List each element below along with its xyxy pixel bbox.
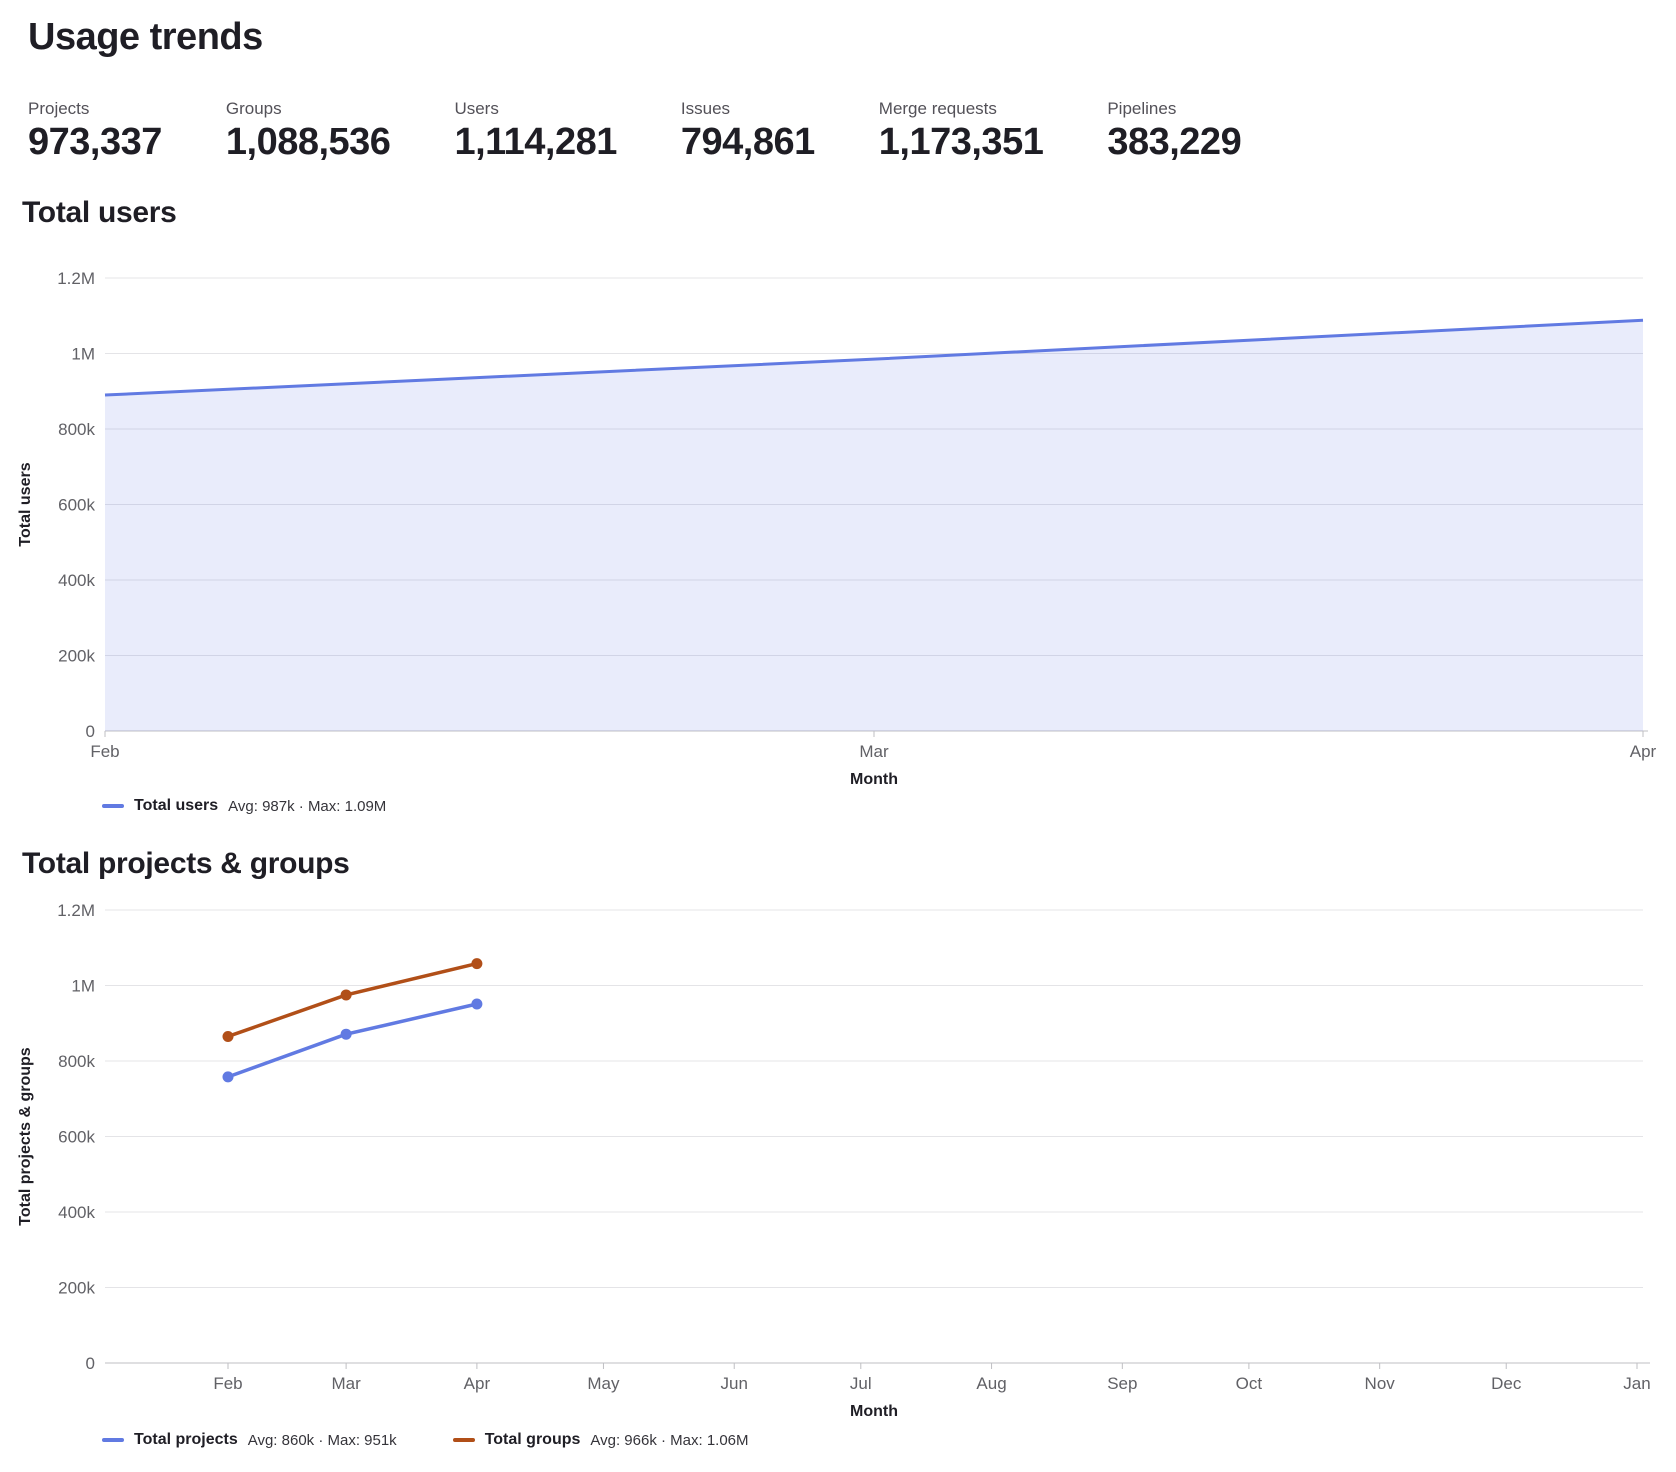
- legend-item-total-projects: Total projects Avg: 860k · Max: 951k: [102, 1431, 397, 1449]
- svg-text:600k: 600k: [58, 1128, 95, 1147]
- svg-text:Mar: Mar: [859, 742, 889, 761]
- legend-series-name: Total groups: [484, 1431, 581, 1449]
- svg-text:Feb: Feb: [213, 1374, 242, 1393]
- svg-text:Sep: Sep: [1107, 1374, 1137, 1393]
- svg-text:800k: 800k: [58, 1052, 95, 1071]
- svg-text:Apr: Apr: [464, 1374, 491, 1393]
- svg-text:200k: 200k: [58, 1279, 95, 1298]
- stat-label: Pipelines: [1107, 99, 1177, 118]
- stat-projects: Projects 973,337: [28, 99, 162, 164]
- stat-merge-requests: Merge requests 1,173,351: [879, 99, 1044, 164]
- legend-series-name: Total users: [134, 797, 219, 815]
- chart-title-total-projects-groups: Total projects & groups: [22, 847, 350, 881]
- stat-label: Groups: [225, 99, 282, 118]
- svg-text:May: May: [587, 1374, 620, 1393]
- stat-value: 1,088,536: [225, 121, 391, 164]
- total-projects-groups-legend: Total projects Avg: 860k · Max: 951k Tot…: [0, 1431, 1676, 1449]
- stat-users: Users 1,114,281: [454, 99, 617, 164]
- stat-pipelines: Pipelines 383,229: [1107, 99, 1241, 164]
- svg-text:Month: Month: [850, 1403, 898, 1420]
- legend-series-name: Total projects: [134, 1431, 238, 1449]
- stat-value: 1,114,281: [454, 121, 617, 164]
- svg-text:600k: 600k: [58, 496, 95, 515]
- usage-trends-page: Usage trends Projects 973,337 Groups 1,0…: [0, 16, 1676, 1449]
- stat-value: 973,337: [28, 121, 162, 164]
- svg-text:Dec: Dec: [1491, 1374, 1522, 1393]
- page-title: Usage trends: [28, 16, 263, 58]
- svg-text:1.2M: 1.2M: [57, 901, 95, 920]
- total-users-legend: Total users Avg: 987k · Max: 1.09M: [0, 797, 1676, 815]
- svg-text:Jan: Jan: [1623, 1374, 1650, 1393]
- svg-text:Feb: Feb: [90, 742, 119, 761]
- stat-label: Merge requests: [878, 99, 997, 118]
- svg-text:Aug: Aug: [976, 1374, 1006, 1393]
- total-users-chart[interactable]: 1.2M 1M 800k 600k 400k 200k 0 Feb Mar Apr Month Tot…: [0, 246, 1676, 791]
- legend-series-stats: Avg: 987k · Max: 1.09M: [228, 797, 387, 815]
- svg-text:400k: 400k: [58, 571, 95, 590]
- series-dash-icon: [102, 804, 124, 809]
- legend-series-stats: Avg: 860k · Max: 951k: [247, 1431, 397, 1449]
- stat-groups: Groups 1,088,536: [226, 99, 391, 164]
- svg-text:Month: Month: [850, 771, 898, 788]
- svg-text:200k: 200k: [58, 647, 95, 666]
- svg-text:400k: 400k: [58, 1203, 95, 1222]
- stats-row: Projects 973,337 Groups 1,088,536 Users …: [28, 99, 1676, 164]
- stat-label: Users: [454, 99, 499, 118]
- svg-text:800k: 800k: [58, 420, 95, 439]
- series-dash-icon: [452, 1438, 475, 1443]
- svg-text:Mar: Mar: [331, 1374, 361, 1393]
- legend-series-stats: Avg: 966k · Max: 1.06M: [590, 1431, 749, 1449]
- chart-title-total-users: Total users: [22, 196, 177, 230]
- svg-text:Jun: Jun: [721, 1374, 748, 1393]
- stat-value: 1,173,351: [878, 121, 1044, 164]
- stat-issues: Issues 794,861: [681, 99, 815, 164]
- svg-text:1M: 1M: [71, 977, 95, 996]
- stat-label: Issues: [680, 99, 731, 118]
- svg-text:Total users: Total users: [17, 463, 34, 547]
- stat-label: Projects: [28, 99, 90, 118]
- svg-text:1M: 1M: [71, 345, 95, 364]
- svg-text:1.2M: 1.2M: [57, 269, 95, 288]
- svg-text:Jul: Jul: [850, 1374, 872, 1393]
- svg-text:Nov: Nov: [1365, 1374, 1396, 1393]
- total-projects-groups-chart[interactable]: 1.2M 1M 800k 600k 400k 200k 0 Feb Mar Apr May Jun Ju…: [0, 889, 1676, 1427]
- series-dash-icon: [102, 1438, 124, 1443]
- svg-text:Apr: Apr: [1630, 742, 1657, 761]
- svg-text:Oct: Oct: [1236, 1374, 1263, 1393]
- svg-text:0: 0: [86, 1354, 95, 1373]
- svg-text:Total projects & groups: Total projects & groups: [17, 1047, 34, 1225]
- svg-text:0: 0: [86, 722, 95, 741]
- legend-item-total-users: Total users Avg: 987k · Max: 1.09M: [102, 797, 386, 815]
- stat-value: 794,861: [680, 121, 815, 164]
- stat-value: 383,229: [1107, 121, 1242, 164]
- legend-item-total-groups: Total groups Avg: 966k · Max: 1.06M: [452, 1431, 749, 1449]
